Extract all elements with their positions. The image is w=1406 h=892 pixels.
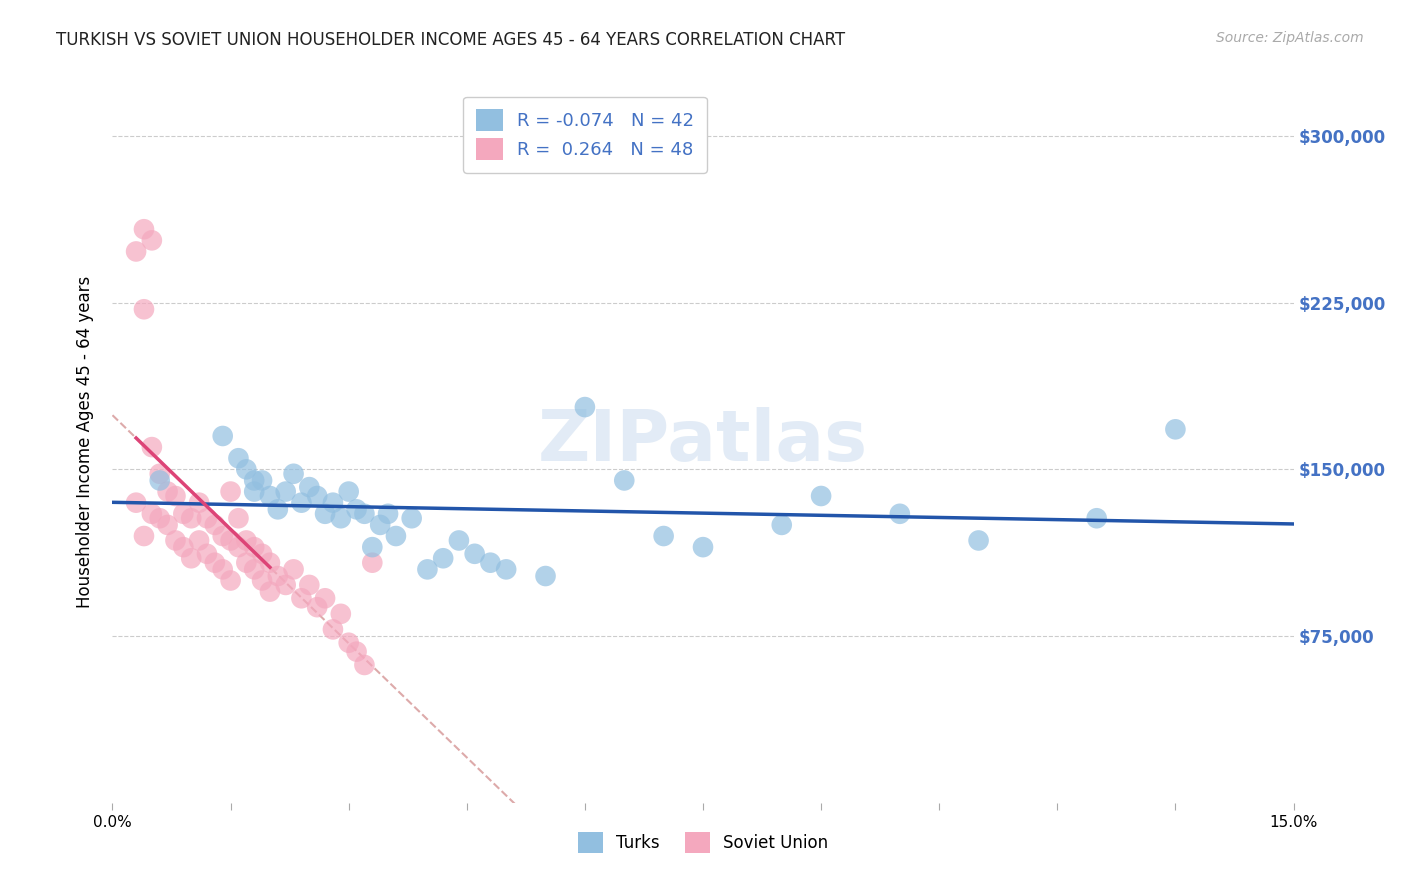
Point	[770, 517, 793, 532]
Point	[211, 429, 233, 443]
Point	[337, 636, 360, 650]
Point	[235, 533, 257, 548]
Point	[267, 502, 290, 516]
Point	[243, 562, 266, 576]
Point	[416, 562, 439, 576]
Point	[283, 467, 305, 481]
Point	[652, 529, 675, 543]
Point	[346, 645, 368, 659]
Point	[401, 511, 423, 525]
Point	[290, 496, 312, 510]
Point	[172, 540, 194, 554]
Point	[314, 507, 336, 521]
Text: TURKISH VS SOVIET UNION HOUSEHOLDER INCOME AGES 45 - 64 YEARS CORRELATION CHART: TURKISH VS SOVIET UNION HOUSEHOLDER INCO…	[56, 31, 845, 49]
Point	[574, 400, 596, 414]
Point	[132, 222, 155, 236]
Point	[692, 540, 714, 554]
Point	[329, 607, 352, 621]
Point	[195, 511, 218, 525]
Point	[195, 547, 218, 561]
Point	[141, 507, 163, 521]
Point	[259, 489, 281, 503]
Point	[243, 540, 266, 554]
Point	[314, 591, 336, 606]
Point	[211, 529, 233, 543]
Point	[385, 529, 408, 543]
Point	[377, 507, 399, 521]
Point	[235, 462, 257, 476]
Point	[447, 533, 470, 548]
Point	[267, 569, 290, 583]
Point	[243, 474, 266, 488]
Point	[479, 556, 502, 570]
Point	[432, 551, 454, 566]
Point	[1085, 511, 1108, 525]
Point	[141, 440, 163, 454]
Text: Source: ZipAtlas.com: Source: ZipAtlas.com	[1216, 31, 1364, 45]
Point	[250, 574, 273, 588]
Point	[259, 584, 281, 599]
Point	[228, 451, 250, 466]
Point	[259, 556, 281, 570]
Point	[165, 489, 187, 503]
Point	[283, 562, 305, 576]
Point	[180, 551, 202, 566]
Point	[149, 467, 172, 481]
Point	[165, 533, 187, 548]
Point	[188, 533, 211, 548]
Point	[228, 511, 250, 525]
Point	[307, 600, 329, 615]
Point	[228, 540, 250, 554]
Point	[889, 507, 911, 521]
Point	[125, 244, 148, 259]
Point	[156, 484, 179, 499]
Point	[307, 489, 329, 503]
Point	[353, 657, 375, 672]
Y-axis label: Householder Income Ages 45 - 64 years: Householder Income Ages 45 - 64 years	[76, 276, 94, 607]
Point	[298, 578, 321, 592]
Point	[274, 578, 297, 592]
Point	[361, 556, 384, 570]
Point	[204, 556, 226, 570]
Point	[322, 496, 344, 510]
Point	[298, 480, 321, 494]
Legend: Turks, Soviet Union: Turks, Soviet Union	[571, 826, 835, 860]
Point	[132, 302, 155, 317]
Point	[250, 547, 273, 561]
Point	[125, 496, 148, 510]
Point	[180, 511, 202, 525]
Point	[243, 484, 266, 499]
Point	[219, 533, 242, 548]
Point	[235, 556, 257, 570]
Point	[329, 511, 352, 525]
Point	[149, 474, 172, 488]
Point	[346, 502, 368, 516]
Point	[149, 511, 172, 525]
Point	[156, 517, 179, 532]
Point	[613, 474, 636, 488]
Point	[464, 547, 486, 561]
Point	[967, 533, 990, 548]
Point	[495, 562, 517, 576]
Point	[368, 517, 391, 532]
Point	[211, 562, 233, 576]
Point	[337, 484, 360, 499]
Text: ZIPatlas: ZIPatlas	[538, 407, 868, 476]
Point	[1164, 422, 1187, 436]
Point	[172, 507, 194, 521]
Point	[322, 623, 344, 637]
Point	[361, 540, 384, 554]
Point	[219, 484, 242, 499]
Point	[353, 507, 375, 521]
Point	[204, 517, 226, 532]
Point	[274, 484, 297, 499]
Point	[188, 496, 211, 510]
Point	[132, 529, 155, 543]
Point	[219, 574, 242, 588]
Point	[810, 489, 832, 503]
Point	[250, 474, 273, 488]
Point	[290, 591, 312, 606]
Point	[141, 233, 163, 247]
Point	[534, 569, 557, 583]
